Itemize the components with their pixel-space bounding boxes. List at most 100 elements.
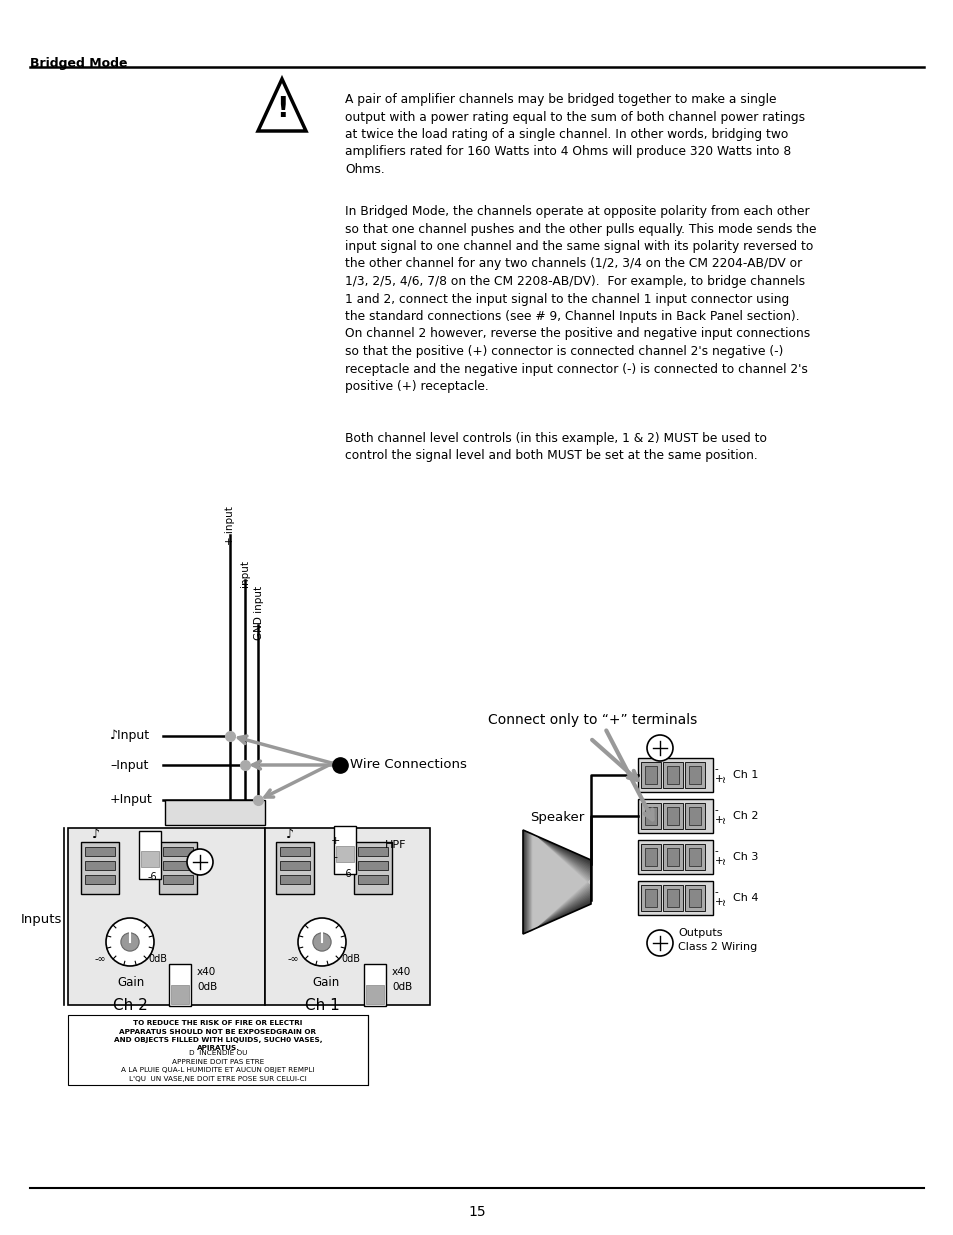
- Bar: [644, 806, 657, 825]
- Bar: [644, 848, 657, 866]
- Bar: [280, 847, 310, 856]
- Bar: [357, 847, 388, 856]
- Text: D  INCENDIE OU
APPREINE DOIT PAS ETRE
A LA PLUIE QUA-L HUMIDITE ET AUCUN OBJET R: D INCENDIE OU APPREINE DOIT PAS ETRE A L…: [121, 1050, 314, 1082]
- Text: TO REDUCE THE RISK OF FIRE OR ELECTRI
APPARATUS SHOULD NOT BE EXPOSEDGRAIN OR
AN: TO REDUCE THE RISK OF FIRE OR ELECTRI AP…: [113, 1020, 322, 1051]
- Text: 0dB: 0dB: [149, 953, 168, 965]
- Text: -6: -6: [147, 872, 156, 882]
- Text: –Input: –Input: [110, 758, 149, 772]
- Text: +Input: +Input: [110, 794, 152, 806]
- Bar: [684, 803, 704, 829]
- Bar: [357, 861, 388, 869]
- Polygon shape: [530, 832, 590, 931]
- Text: x40: x40: [196, 967, 216, 977]
- Bar: [275, 842, 314, 894]
- Circle shape: [646, 735, 672, 761]
- Text: -6: -6: [342, 869, 352, 879]
- Text: ♪: ♪: [91, 827, 100, 841]
- Bar: [171, 986, 189, 1004]
- Text: Wire Connections: Wire Connections: [350, 758, 466, 772]
- Bar: [68, 1015, 368, 1086]
- Text: Ch 1: Ch 1: [304, 998, 339, 1013]
- Bar: [335, 846, 354, 862]
- Polygon shape: [531, 832, 590, 931]
- Text: In Bridged Mode, the channels operate at opposite polarity from each other
so th: In Bridged Mode, the channels operate at…: [345, 205, 816, 393]
- Text: -: -: [714, 887, 718, 897]
- Bar: [688, 806, 700, 825]
- Bar: [159, 842, 196, 894]
- Bar: [688, 766, 700, 784]
- Bar: [81, 842, 119, 894]
- Polygon shape: [525, 831, 590, 934]
- Bar: [666, 766, 679, 784]
- Text: Ch 2: Ch 2: [112, 998, 147, 1013]
- Text: -: -: [333, 852, 336, 862]
- Bar: [640, 762, 660, 788]
- Text: 0dB: 0dB: [196, 982, 217, 992]
- Bar: [280, 876, 310, 884]
- Bar: [163, 876, 193, 884]
- Text: Ch 3: Ch 3: [732, 852, 758, 862]
- Text: Outputs
Class 2 Wiring: Outputs Class 2 Wiring: [678, 929, 757, 952]
- Circle shape: [121, 932, 139, 951]
- Bar: [638, 881, 712, 915]
- Bar: [163, 861, 193, 869]
- Bar: [666, 848, 679, 866]
- Text: Gain: Gain: [313, 976, 339, 988]
- Bar: [662, 803, 682, 829]
- Bar: [366, 986, 384, 1004]
- Bar: [163, 847, 193, 856]
- Bar: [644, 889, 657, 906]
- Circle shape: [313, 932, 331, 951]
- Bar: [141, 851, 159, 867]
- Text: +: +: [714, 856, 723, 866]
- Bar: [662, 762, 682, 788]
- Bar: [638, 799, 712, 832]
- Polygon shape: [527, 831, 590, 932]
- Text: GND input: GND input: [253, 585, 264, 640]
- Bar: [666, 806, 679, 825]
- Bar: [638, 758, 712, 792]
- Polygon shape: [526, 831, 590, 932]
- Bar: [662, 844, 682, 869]
- Polygon shape: [526, 831, 590, 932]
- Circle shape: [297, 918, 346, 966]
- Text: !: !: [275, 95, 288, 124]
- Text: Speaker: Speaker: [529, 810, 583, 824]
- Text: Both channel level controls (in this example, 1 & 2) MUST be used to
control the: Both channel level controls (in this exa…: [345, 432, 766, 462]
- Bar: [165, 800, 265, 825]
- Circle shape: [187, 848, 213, 876]
- Polygon shape: [523, 830, 590, 934]
- Text: ~: ~: [720, 774, 729, 782]
- Text: 0dB: 0dB: [392, 982, 412, 992]
- Bar: [684, 844, 704, 869]
- Polygon shape: [522, 830, 590, 934]
- Text: ♪: ♪: [286, 827, 294, 841]
- Polygon shape: [532, 832, 590, 931]
- Text: -∞: -∞: [287, 953, 298, 965]
- Polygon shape: [524, 831, 590, 934]
- Bar: [139, 831, 161, 879]
- Bar: [364, 965, 386, 1007]
- Bar: [68, 827, 265, 1005]
- Bar: [640, 803, 660, 829]
- Text: ~: ~: [720, 856, 729, 864]
- Bar: [640, 844, 660, 869]
- Text: + input: + input: [225, 506, 234, 545]
- Text: +: +: [714, 897, 723, 906]
- Text: ~: ~: [720, 897, 729, 905]
- Bar: [265, 827, 430, 1005]
- Text: Ch 1: Ch 1: [732, 769, 758, 781]
- Text: 0dB: 0dB: [341, 953, 360, 965]
- Text: ♪Input: ♪Input: [110, 730, 150, 742]
- Polygon shape: [257, 79, 306, 131]
- Bar: [85, 861, 115, 869]
- Text: A pair of amplifier channels may be bridged together to make a single
output wit: A pair of amplifier channels may be brid…: [345, 93, 804, 177]
- Text: -: -: [714, 805, 718, 815]
- Bar: [334, 826, 355, 874]
- Bar: [85, 847, 115, 856]
- Text: Gain: Gain: [117, 976, 145, 988]
- Bar: [354, 842, 392, 894]
- Text: +: +: [330, 836, 339, 846]
- Bar: [688, 889, 700, 906]
- Bar: [666, 889, 679, 906]
